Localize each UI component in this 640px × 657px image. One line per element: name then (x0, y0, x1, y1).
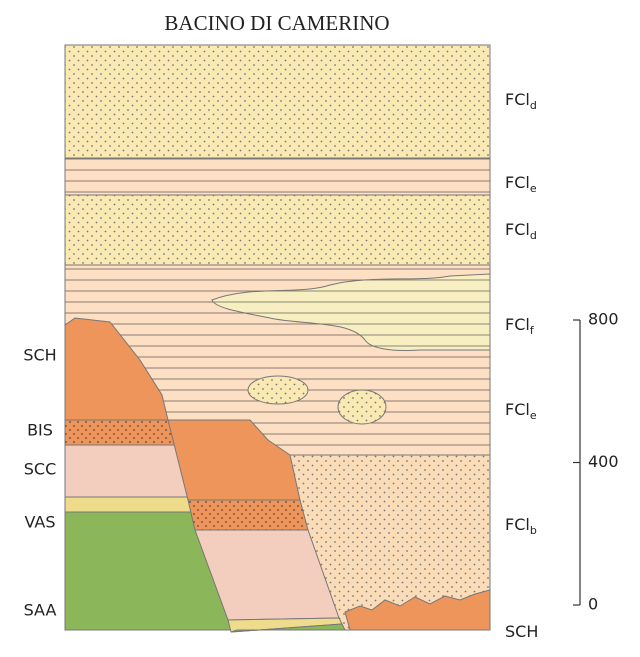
label-subscript: b (530, 524, 537, 537)
lens (248, 376, 308, 404)
unit-label: FClf (505, 315, 535, 338)
layer (188, 500, 308, 530)
label-subscript: d (530, 229, 537, 242)
scale-tick-label: 800 (588, 310, 619, 329)
layer (65, 45, 490, 158)
unit-label: FCle (505, 400, 537, 423)
label-base: FCl (505, 220, 530, 239)
label-base: SCH (505, 622, 538, 641)
unit-label: SCH (23, 346, 56, 365)
unit-label: FClb (505, 515, 537, 538)
layer (65, 420, 175, 445)
unit-label: BIS (27, 421, 53, 440)
layer (65, 195, 490, 265)
label-base: FCl (505, 173, 530, 192)
lens (338, 390, 386, 424)
unit-label: SAA (24, 601, 57, 620)
layer (65, 158, 490, 195)
left-labels: SCH BIS SCC VAS SAA (23, 346, 56, 620)
label-base: FCl (505, 315, 530, 334)
layer (65, 497, 192, 512)
title: BACINO DI CAMERINO (164, 11, 389, 35)
unit-label: FCld (505, 220, 537, 243)
layer (65, 445, 188, 497)
scale-tick-label: 400 (588, 452, 619, 471)
unit-label: SCH (505, 622, 538, 641)
label-base: FCl (505, 90, 530, 109)
label-base: FCl (505, 515, 530, 534)
column (65, 45, 490, 632)
unit-label: FCle (505, 173, 537, 196)
scale-tick-label: 0 (588, 595, 598, 614)
diagram: BACINO DI CAMERINO SCH BIS SCC VAS SAA F… (0, 0, 640, 657)
label-subscript: f (530, 324, 535, 337)
unit-label: VAS (24, 513, 55, 532)
scale-bar: 0 400 800 (573, 310, 619, 614)
label-subscript: d (530, 99, 537, 112)
unit-label: SCC (24, 460, 57, 479)
label-subscript: e (530, 182, 537, 195)
unit-label: FCld (505, 90, 537, 113)
label-base: FCl (505, 400, 530, 419)
label-subscript: e (530, 409, 537, 422)
